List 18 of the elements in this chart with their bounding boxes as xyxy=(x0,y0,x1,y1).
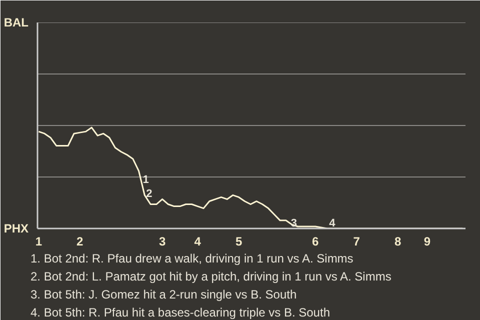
text: 1. Bot 2nd: R. Pfau drew a walk, driving in 1 run vs A. Simms xyxy=(30,252,354,266)
x-tick-label: 4 xyxy=(194,234,202,248)
x-tick-label: 3 xyxy=(158,234,166,248)
x-tick-label: 7 xyxy=(353,234,360,248)
x-tick-label: 9 xyxy=(424,234,431,248)
x-tick-label: 6 xyxy=(312,234,320,248)
text: 2. Bot 2nd: L. Pamatz got hit by a pitch, driving in 1 run vs A. Simms xyxy=(30,270,392,284)
annotation: 2 xyxy=(146,188,152,200)
text: PHX xyxy=(4,222,29,236)
x-tick-label: 8 xyxy=(394,234,402,248)
text: 3. Bot 5th: J. Gomez hit a 2-run single vs B. South xyxy=(30,288,297,302)
x-tick-label: 1 xyxy=(35,234,42,248)
text: 4. Bot 5th: R. Pfau hit a bases-clearing triple vs B. South xyxy=(30,306,330,320)
x-tick-label: 5 xyxy=(236,234,243,248)
annotation: 1 xyxy=(142,174,149,186)
text: BAL xyxy=(4,16,29,30)
x-tick-label: 2 xyxy=(76,234,84,248)
annotation: 4 xyxy=(329,218,336,230)
